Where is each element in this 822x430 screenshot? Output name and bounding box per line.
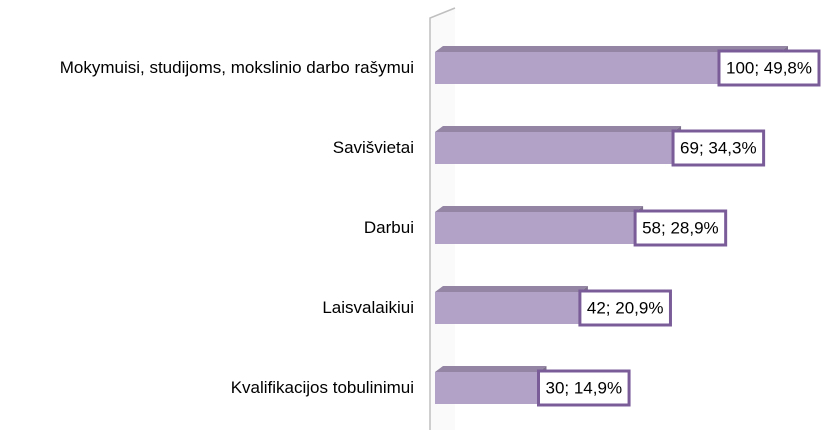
- axis-line: [429, 7, 456, 430]
- category-text: Darbui: [363, 218, 414, 237]
- bar-top: [435, 286, 588, 292]
- bar: [435, 212, 636, 244]
- bar: [435, 372, 539, 404]
- category-label: Mokymuisi, studijoms, mokslinio darbo ra…: [0, 38, 414, 98]
- category-text: Kvalifikacijos tobulinimui: [230, 378, 414, 397]
- bar-top: [435, 126, 682, 132]
- data-label-box: [578, 289, 672, 327]
- bar-top: [435, 46, 788, 52]
- data-label: 58; 28,9%: [642, 218, 719, 237]
- data-label-box: [633, 209, 728, 247]
- data-label-box: [671, 129, 766, 167]
- category-text: Savišvietai: [332, 138, 414, 157]
- data-label: 30; 14,9%: [546, 378, 623, 397]
- data-label-box: [537, 369, 631, 407]
- category-text: Mokymuisi, studijoms, mokslinio darbo ra…: [59, 58, 414, 77]
- bar: [435, 132, 674, 164]
- bar-top: [435, 366, 547, 372]
- bar-top: [435, 206, 644, 212]
- data-label: 69; 34,3%: [680, 138, 757, 157]
- data-label: 100; 49,8%: [726, 58, 812, 77]
- bar: [435, 292, 580, 324]
- data-label: 42; 20,9%: [587, 298, 664, 317]
- category-label: Savišvietai: [0, 118, 414, 178]
- category-label: Laisvalaikiui: [0, 278, 414, 338]
- data-label-box: [717, 49, 821, 87]
- category-label: Darbui: [0, 198, 414, 258]
- category-text: Laisvalaikiui: [322, 298, 414, 317]
- category-label: Kvalifikacijos tobulinimui: [0, 358, 414, 418]
